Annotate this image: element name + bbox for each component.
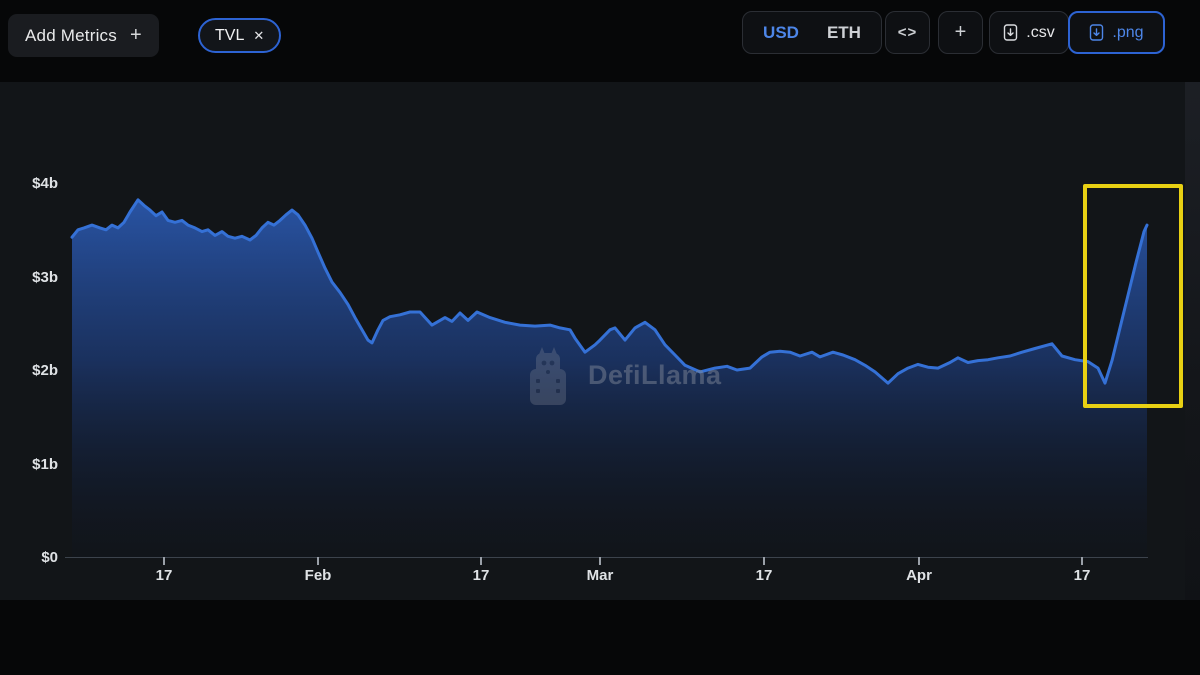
x-axis-label: Mar <box>586 567 614 584</box>
download-csv-button[interactable]: .csv <box>989 11 1069 54</box>
plus-icon: + <box>954 21 967 43</box>
x-axis-label: Feb <box>304 567 332 584</box>
embed-code-button[interactable]: <> <box>885 11 930 54</box>
tvl-metric-chip[interactable]: TVL ✕ <box>198 18 282 53</box>
x-axis-tick <box>163 557 165 565</box>
chart-card <box>0 82 1200 600</box>
file-download-icon <box>1089 24 1104 41</box>
currency-option-eth[interactable]: ETH <box>826 22 861 42</box>
x-axis-tick <box>1081 557 1083 565</box>
y-axis-label: $2b <box>32 362 58 379</box>
spike-highlight-box <box>1083 184 1183 408</box>
x-axis-line <box>65 557 1148 558</box>
y-axis-label: $0 <box>41 549 58 566</box>
add-metrics-label: Add Metrics <box>25 25 117 45</box>
x-axis-tick <box>918 557 920 565</box>
currency-toggle: USD ETH <box>742 11 882 54</box>
close-icon[interactable]: ✕ <box>253 28 265 43</box>
x-axis-tick <box>317 557 319 565</box>
y-axis-label: $3b <box>32 268 58 286</box>
plus-icon: + <box>129 24 142 46</box>
png-label: .png <box>1112 23 1144 41</box>
tvl-chip-label: TVL <box>215 26 245 44</box>
add-chart-button[interactable]: + <box>938 11 983 54</box>
x-axis-tick <box>480 557 482 565</box>
y-axis-label: $4b <box>32 175 58 192</box>
add-metrics-button[interactable]: Add Metrics + <box>8 14 159 57</box>
y-axis-label: $1b <box>32 455 58 473</box>
x-axis-tick <box>763 557 765 565</box>
download-png-button[interactable]: .png <box>1068 11 1165 54</box>
right-edge-panel <box>1185 82 1200 600</box>
currency-option-usd[interactable]: USD <box>763 22 799 42</box>
x-axis-tick <box>599 557 601 565</box>
file-download-icon <box>1003 24 1018 41</box>
x-axis-label: 17 <box>755 567 773 584</box>
code-brackets-icon: <> <box>897 24 918 41</box>
x-axis-label: Apr <box>906 567 932 584</box>
csv-label: .csv <box>1026 23 1055 41</box>
x-axis-label: 17 <box>155 567 173 584</box>
x-axis-label: 17 <box>472 567 490 584</box>
x-axis-label: 17 <box>1073 567 1091 584</box>
